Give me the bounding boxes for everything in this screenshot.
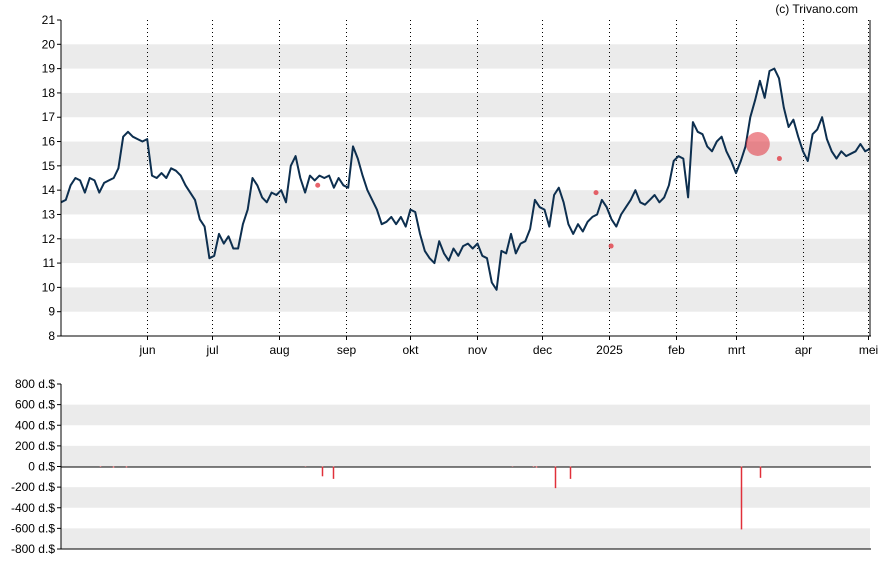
price-panel: 8 9 10 11 12 13 14 15 16 17 18 19 20 21 jun jul aug sep o… (42, 2, 879, 357)
volume-y-tick-label: 400 d.$ (15, 418, 55, 432)
price-y-tick-label: 12 (42, 232, 56, 246)
price-band (61, 141, 870, 166)
volume-y-tick-label: 0 d.$ (28, 460, 55, 474)
price-y-tick-label: 20 (42, 37, 56, 51)
price-bands (61, 44, 870, 312)
price-y-tick-label: 21 (42, 13, 56, 27)
price-x-axis: jun jul aug sep okt nov dec 2025 feb mrt apr mei (138, 336, 878, 357)
price-x-tick-label: aug (269, 343, 289, 357)
price-x-tick-label: feb (668, 343, 685, 357)
price-y-tick-label: 13 (42, 207, 56, 221)
price-x-tick-label: okt (402, 343, 419, 357)
volume-band (61, 528, 870, 549)
volume-band (61, 487, 870, 508)
volume-band (61, 404, 870, 426)
price-y-tick-label: 15 (42, 159, 56, 173)
price-line (60, 67, 871, 291)
insider-marker (608, 243, 614, 249)
insider-volume-panel: 800 d.$ 600 d.$ 400 d.$ 200 d.$ 0 d.$ -200 d.… (11, 377, 871, 556)
price-x-tick-label: jul (205, 343, 218, 357)
volume-y-axis: 800 d.$ 600 d.$ 400 d.$ 200 d.$ 0 d.$ -200 d.… (11, 377, 61, 556)
insider-marker (593, 190, 599, 196)
volume-y-tick-label: -600 d.$ (11, 521, 55, 535)
price-y-tick-label: 19 (42, 62, 56, 76)
price-y-tick-label: 16 (42, 135, 56, 149)
price-y-tick-label: 8 (48, 329, 55, 343)
price-y-tick-label: 14 (42, 183, 56, 197)
insider-marker (776, 156, 782, 162)
volume-y-tick-label: 600 d.$ (15, 398, 55, 412)
price-y-tick-label: 18 (42, 86, 56, 100)
price-vertical-grid (147, 20, 869, 336)
price-x-tick-label: apr (795, 343, 812, 357)
price-x-tick-label: dec (533, 343, 552, 357)
price-band (61, 92, 870, 118)
price-band (61, 287, 870, 312)
price-band (61, 44, 870, 69)
volume-y-tick-label: -800 d.$ (11, 542, 55, 556)
price-y-axis: 8 9 10 11 12 13 14 15 16 17 18 19 20 21 (42, 13, 61, 343)
price-band (61, 238, 870, 264)
volume-bands (61, 404, 870, 549)
volume-y-tick-label: -400 d.$ (11, 501, 55, 515)
volume-y-tick-label: -200 d.$ (11, 480, 55, 494)
price-x-tick-label: mrt (728, 343, 746, 357)
volume-y-tick-label: 200 d.$ (15, 439, 55, 453)
price-x-tick-label: sep (337, 343, 357, 357)
price-y-tick-label: 9 (48, 305, 55, 319)
credit-text: (c) Trivano.com (775, 2, 858, 16)
price-band (61, 190, 870, 215)
insider-marker (745, 131, 770, 156)
volume-bars (99, 466, 762, 530)
price-x-tick-label: nov (468, 343, 487, 357)
price-x-tick-label: jun (138, 343, 155, 357)
price-y-tick-label: 10 (42, 280, 56, 294)
price-x-tick-label: mei (859, 343, 878, 357)
insider-marker (315, 182, 321, 188)
volume-band (61, 445, 870, 467)
price-y-tick-label: 11 (43, 256, 56, 270)
price-x-tick-label: 2025 (596, 343, 623, 357)
insider-markers (315, 131, 782, 249)
volume-y-tick-label: 800 d.$ (15, 377, 55, 391)
price-y-tick-label: 17 (42, 110, 56, 124)
